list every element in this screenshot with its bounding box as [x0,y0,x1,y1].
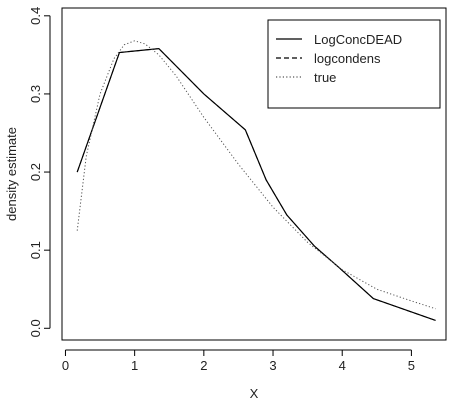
legend-box [267,19,441,109]
plot-frame [61,7,447,341]
series-layer [76,40,436,322]
legend: LogConcDEAD logcondens true [267,19,441,109]
legend-label: true [314,70,336,85]
x-axis: 0 1 2 3 4 5 [62,349,415,373]
x-tick-label: 5 [408,358,415,373]
x-tick-label: 2 [200,358,207,373]
y-tick-label: 0.1 [28,241,43,259]
y-tick-label: 0.4 [28,7,43,25]
x-tick-label: 0 [62,358,69,373]
y-tick-label: 0.2 [28,163,43,181]
y-tick-label: 0.0 [28,319,43,337]
y-axis-label: density estimate [4,127,19,221]
x-axis-label: X [250,386,259,401]
series-line-logcondens [76,48,436,321]
y-axis: 0.0 0.1 0.2 0.3 0.4 [28,7,51,337]
legend-items: LogConcDEAD logcondens true [276,32,402,85]
series-line-true [76,40,436,310]
y-tick-label: 0.3 [28,85,43,103]
x-tick-label: 3 [269,358,276,373]
x-tick-label: 1 [131,358,138,373]
legend-label: LogConcDEAD [314,32,402,47]
x-tick-label: 4 [339,358,346,373]
legend-label: logcondens [314,51,381,66]
